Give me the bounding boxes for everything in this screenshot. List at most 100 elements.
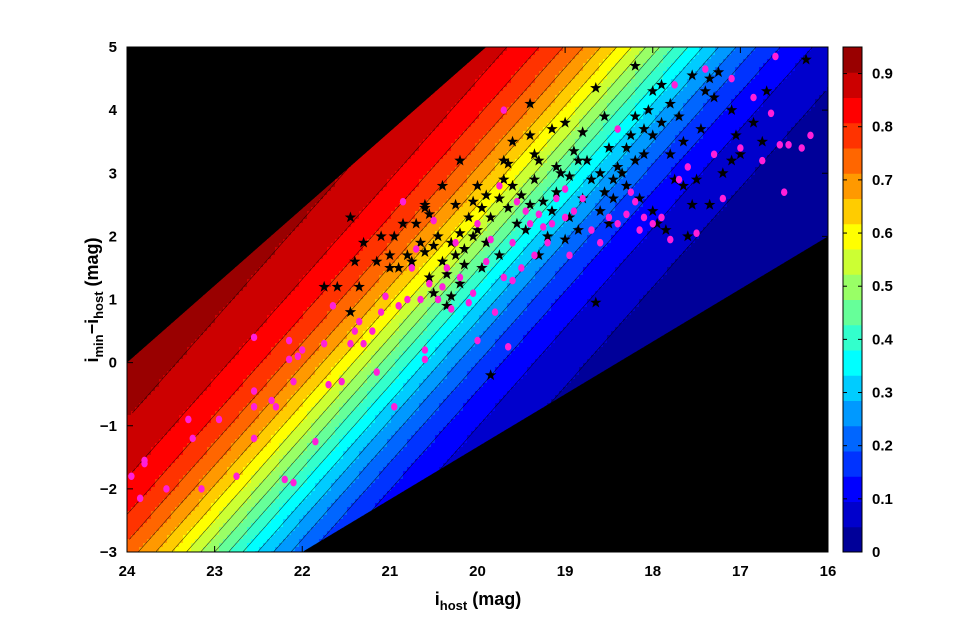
heat-cell [479, 119, 484, 124]
heat-cell [583, 51, 588, 56]
heat-cell [487, 55, 492, 60]
heat-cell [587, 107, 592, 112]
heat-cell [735, 123, 740, 128]
heat-cell [555, 111, 560, 116]
heat-cell [479, 123, 484, 128]
heat-cell [719, 59, 724, 64]
heat-cell [755, 47, 760, 52]
heat-cell [523, 131, 528, 136]
heat-cell [447, 155, 452, 160]
heat-cell [647, 47, 652, 52]
heat-cell [815, 103, 820, 108]
heat-cell [455, 87, 460, 92]
heat-cell [795, 63, 800, 68]
heat-cell [527, 143, 532, 148]
heat-cell [751, 71, 756, 76]
heat-cell [795, 91, 800, 96]
heat-cell [735, 155, 740, 160]
heat-cell [811, 151, 816, 156]
heat-cell [683, 95, 688, 100]
heat-cell [507, 111, 512, 116]
heat-cell [439, 135, 444, 140]
heat-cell [739, 95, 744, 100]
heat-cell [483, 123, 488, 128]
heat-cell [739, 139, 744, 144]
heat-cell [715, 127, 720, 132]
heat-cell [783, 51, 788, 56]
heat-cell [447, 91, 452, 96]
heat-cell [491, 139, 496, 144]
heat-cell [619, 79, 624, 84]
heat-cell [467, 123, 472, 128]
heat-cell [783, 91, 788, 96]
heat-cell [819, 103, 824, 108]
heat-cell [803, 119, 808, 124]
heat-cell [603, 123, 608, 128]
heat-cell [423, 143, 428, 148]
heat-cell [595, 147, 600, 152]
heat-cell [627, 103, 632, 108]
heat-cell [731, 127, 736, 132]
heat-cell [475, 103, 480, 108]
heat-cell [779, 155, 784, 160]
heat-cell [427, 119, 432, 124]
heat-cell [711, 127, 716, 132]
heat-cell [527, 95, 532, 100]
heat-cell [587, 55, 592, 60]
heat-cell [779, 67, 784, 72]
heat-cell [795, 115, 800, 120]
heat-cell [803, 143, 808, 148]
heat-cell [659, 103, 664, 108]
heat-cell [695, 127, 700, 132]
heat-cell [683, 131, 688, 136]
heat-cell [503, 59, 508, 64]
heat-cell [787, 55, 792, 60]
heat-cell [435, 91, 440, 96]
heat-cell [763, 75, 768, 80]
heat-cell [759, 119, 764, 124]
heat-cell [643, 47, 648, 52]
heat-cell [723, 95, 728, 100]
heat-cell [431, 155, 436, 160]
heat-cell [811, 95, 816, 100]
heat-cell [431, 119, 436, 124]
heat-cell [487, 51, 492, 56]
heat-cell [387, 143, 392, 148]
heat-cell [783, 103, 788, 108]
heat-cell [731, 155, 736, 160]
heat-cell [515, 67, 520, 72]
heat-cell [531, 55, 536, 60]
heat-cell [619, 139, 624, 144]
heat-cell [799, 119, 804, 124]
heat-cell [559, 151, 564, 156]
heat-cell [691, 59, 696, 64]
heat-cell [823, 95, 828, 100]
heat-cell [679, 71, 684, 76]
heat-cell [635, 55, 640, 60]
heat-cell [687, 55, 692, 60]
heat-cell [655, 67, 660, 72]
heat-cell [455, 95, 460, 100]
heat-cell [715, 143, 720, 148]
heat-cell [463, 111, 468, 116]
heat-cell [459, 99, 464, 104]
heat-cell [415, 123, 420, 128]
heat-cell [575, 139, 580, 144]
heat-cell [511, 115, 516, 120]
heat-cell [687, 79, 692, 84]
heat-cell [703, 51, 708, 56]
heat-cell [687, 51, 692, 56]
heat-cell [795, 127, 800, 132]
heat-cell [823, 135, 828, 140]
heat-cell [579, 55, 584, 60]
heat-cell [547, 139, 552, 144]
heat-cell [751, 131, 756, 136]
heat-cell [575, 79, 580, 84]
heat-cell [623, 127, 628, 132]
heat-cell [435, 99, 440, 104]
heat-cell [535, 95, 540, 100]
heat-cell [503, 91, 508, 96]
heat-cell [715, 107, 720, 112]
heat-cell [631, 131, 636, 136]
heat-cell [763, 51, 768, 56]
